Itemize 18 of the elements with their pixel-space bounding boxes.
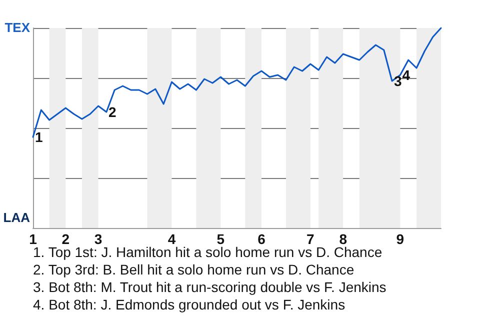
x-tick-label: 4 (168, 231, 176, 247)
text: TEX (4, 20, 30, 35)
x-tick-label: 8 (339, 231, 348, 247)
text: 1. Top 1st: J. Hamilton hit a solo home run vs D. Chance (33, 244, 382, 260)
text: 3. Bot 8th: M. Trout hit a run-scoring double vs F. Jenkins (33, 279, 386, 295)
text: 2. Top 3rd: B. Bell hit a solo home run vs D. Chance (33, 262, 354, 278)
x-tick-label: 9 (396, 231, 404, 247)
x-tick-label: 2 (62, 231, 70, 247)
annotation: 2 (108, 104, 116, 120)
annotation: 3 (394, 73, 402, 89)
x-tick-label: 3 (94, 231, 102, 247)
x-tick-label: 7 (306, 231, 315, 247)
x-tick-label: 1 (29, 231, 38, 247)
x-tick-label: 5 (216, 231, 225, 247)
annotation: 1 (35, 129, 43, 145)
text: LAA (3, 210, 31, 225)
x-tick-label: 6 (258, 231, 266, 247)
text: 4. Bot 8th: J. Edmonds grounded out vs F. Jenkins (33, 296, 346, 312)
